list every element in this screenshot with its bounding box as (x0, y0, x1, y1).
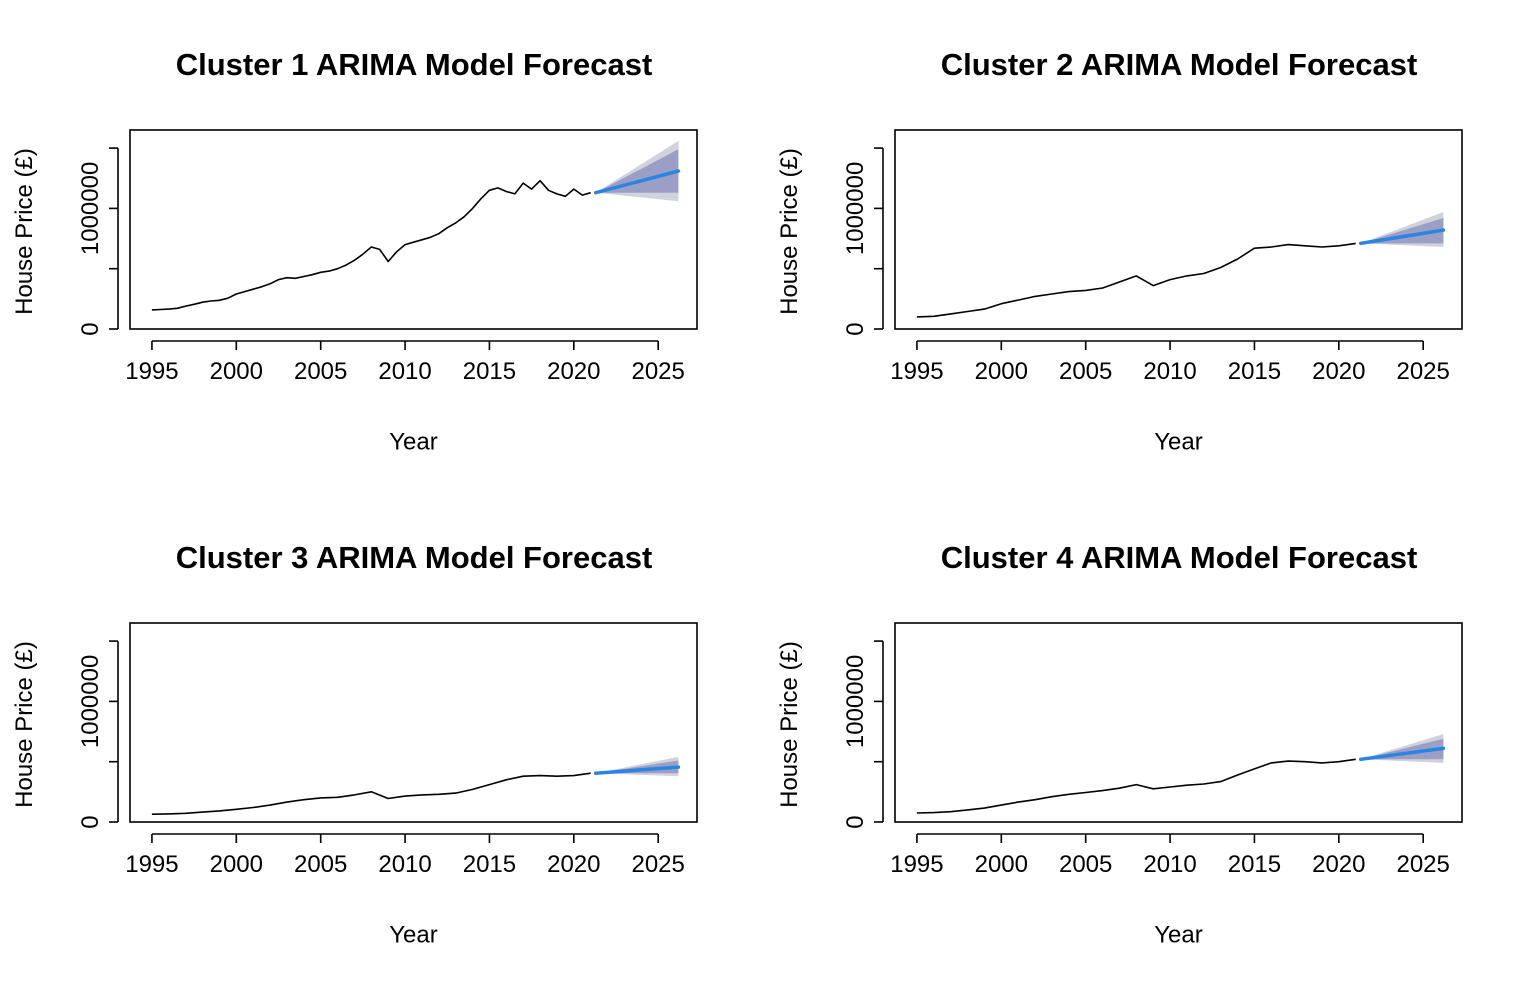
y-axis-label: House Price (£) (11, 148, 38, 315)
forecast-interval-80 (1360, 218, 1444, 244)
y-axis-label: House Price (£) (776, 148, 803, 315)
chart-panel-4: Cluster 4 ARIMA Model Forecast 1995 2000 20… (776, 540, 1463, 948)
x-axis-label: Year (1154, 921, 1203, 948)
chart-title: Cluster 3 ARIMA Model Forecast (176, 540, 653, 575)
forecast-mean-line (1358, 228, 1446, 246)
x-tick-label: 2015 (1228, 358, 1281, 385)
x-tick-label: 2020 (1312, 851, 1365, 878)
x-tick-label: 2000 (210, 358, 263, 385)
x-tick-label: 2005 (1059, 851, 1112, 878)
x-tick-label: 2010 (1143, 851, 1196, 878)
x-tick-label: 2000 (975, 851, 1028, 878)
x-tick-label: 2005 (294, 358, 347, 385)
x-tick-label: 2005 (294, 851, 347, 878)
x-tick-label: 1995 (890, 851, 943, 878)
x-tick-label: 2025 (1396, 358, 1449, 385)
x-tick-label: 2000 (210, 851, 263, 878)
observed-price-line (151, 179, 591, 311)
forecast-interval-80 (1360, 738, 1444, 760)
observed-price-line (916, 242, 1356, 318)
x-axis-label: Year (389, 921, 438, 948)
x-tick-label: 2020 (1312, 358, 1365, 385)
y-axis-label: House Price (£) (776, 641, 803, 808)
x-tick-label: 2025 (631, 358, 684, 385)
x-tick-label: 2025 (1396, 851, 1449, 878)
y-tick-label: 1000000 (77, 162, 104, 255)
forecast-mean-line (593, 169, 681, 195)
y-tick-label: 0 (842, 815, 869, 828)
x-axis-label: Year (389, 428, 438, 455)
chart-title: Cluster 4 ARIMA Model Forecast (941, 540, 1418, 575)
x-axis-label: Year (1154, 428, 1203, 455)
forecast-mean-line (1358, 746, 1446, 762)
observed-price-line (916, 758, 1356, 814)
y-tick-label: 1000000 (842, 655, 869, 748)
y-tick-label: 1000000 (77, 655, 104, 748)
x-tick-label: 2015 (1228, 851, 1281, 878)
plot-frame (129, 622, 698, 823)
x-tick-label: 2025 (631, 851, 684, 878)
chart-panel-3: Cluster 3 ARIMA Model Forecast 1995 2000 20… (11, 540, 698, 948)
plot-frame (129, 129, 698, 330)
chart-title: Cluster 1 ARIMA Model Forecast (176, 47, 653, 82)
y-tick-label: 0 (77, 815, 104, 828)
x-tick-label: 2020 (547, 358, 600, 385)
x-tick-label: 1995 (890, 358, 943, 385)
forecast-interval-80 (595, 149, 679, 193)
y-axis-label: House Price (£) (11, 641, 38, 808)
x-tick-label: 1995 (125, 851, 178, 878)
x-tick-label: 2005 (1059, 358, 1112, 385)
x-tick-label: 2010 (1143, 358, 1196, 385)
x-tick-label: 2015 (463, 358, 516, 385)
x-tick-label: 2020 (547, 851, 600, 878)
y-tick-label: 1000000 (842, 162, 869, 255)
x-tick-label: 2010 (378, 851, 431, 878)
forecast-mean-line (593, 765, 681, 775)
x-tick-label: 2015 (463, 851, 516, 878)
y-tick-label: 0 (842, 322, 869, 335)
x-tick-label: 2010 (378, 358, 431, 385)
y-tick-label: 0 (77, 322, 104, 335)
x-tick-label: 2000 (975, 358, 1028, 385)
chart-title: Cluster 2 ARIMA Model Forecast (941, 47, 1418, 82)
plot-frame (894, 622, 1463, 823)
chart-panel-1: Cluster 1 ARIMA Model Forecast 1995 2000 20… (11, 47, 698, 455)
x-tick-label: 1995 (125, 358, 178, 385)
observed-price-line (151, 772, 591, 815)
plot-frame (894, 129, 1463, 330)
chart-panel-2: Cluster 2 ARIMA Model Forecast 1995 2000 20… (776, 47, 1463, 455)
